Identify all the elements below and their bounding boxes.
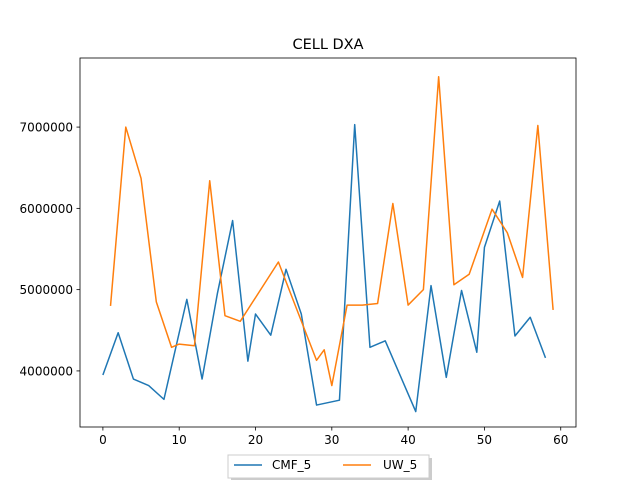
x-tick-label: 0 [99, 433, 107, 447]
y-tick-label: 6000000 [20, 202, 73, 216]
legend-label-uw-5: UW_5 [383, 458, 417, 472]
x-tick-label: 30 [324, 433, 339, 447]
axis-ticks: 0 10 20 30 40 50 60 4000000 5000000 6000000 700000… [20, 121, 569, 447]
x-tick-label: 50 [477, 433, 492, 447]
series-layer [102, 75, 554, 413]
y-tick-label: 5000000 [20, 283, 73, 297]
legend-label-cmf-5: CMF_5 [272, 458, 311, 472]
y-tick-label: 4000000 [20, 364, 73, 378]
legend-box [227, 454, 430, 479]
x-tick-label: 60 [553, 433, 568, 447]
x-tick-label: 10 [172, 433, 187, 447]
x-tick-label: 20 [248, 433, 263, 447]
legend: CMF_5 UW_5 [227, 454, 432, 480]
chart-title: CELL DXA [292, 37, 363, 53]
plot-frame [79, 57, 577, 428]
series-line-cmf-5 [102, 123, 547, 413]
series-line-uw-5 [109, 75, 554, 387]
plot-area [80, 58, 576, 427]
x-tick-label: 40 [400, 433, 415, 447]
y-tick-label: 7000000 [20, 121, 73, 135]
